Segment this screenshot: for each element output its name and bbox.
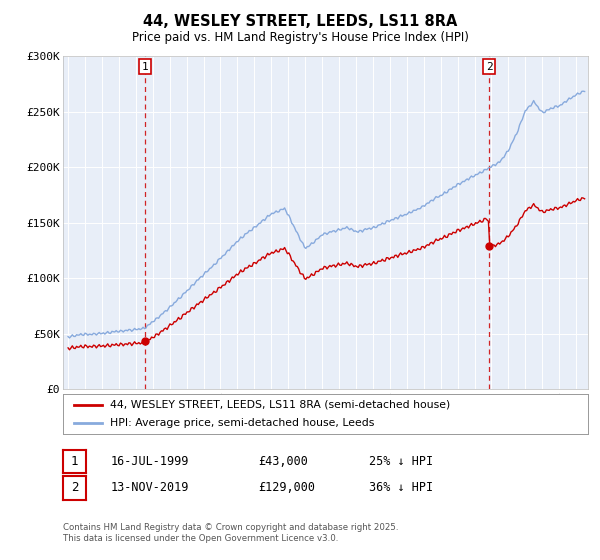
Text: Price paid vs. HM Land Registry's House Price Index (HPI): Price paid vs. HM Land Registry's House …	[131, 31, 469, 44]
Text: 25% ↓ HPI: 25% ↓ HPI	[369, 455, 433, 468]
Text: 2: 2	[71, 481, 78, 494]
Text: £129,000: £129,000	[258, 481, 315, 494]
Text: 16-JUL-1999: 16-JUL-1999	[111, 455, 190, 468]
Text: £43,000: £43,000	[258, 455, 308, 468]
Text: 1: 1	[71, 455, 78, 468]
Text: 13-NOV-2019: 13-NOV-2019	[111, 481, 190, 494]
Text: HPI: Average price, semi-detached house, Leeds: HPI: Average price, semi-detached house,…	[110, 418, 374, 428]
Text: 44, WESLEY STREET, LEEDS, LS11 8RA: 44, WESLEY STREET, LEEDS, LS11 8RA	[143, 14, 457, 29]
Text: 1: 1	[142, 62, 148, 72]
Text: 44, WESLEY STREET, LEEDS, LS11 8RA (semi-detached house): 44, WESLEY STREET, LEEDS, LS11 8RA (semi…	[110, 400, 451, 409]
Text: 36% ↓ HPI: 36% ↓ HPI	[369, 481, 433, 494]
Text: 2: 2	[486, 62, 493, 72]
Text: Contains HM Land Registry data © Crown copyright and database right 2025.
This d: Contains HM Land Registry data © Crown c…	[63, 524, 398, 543]
